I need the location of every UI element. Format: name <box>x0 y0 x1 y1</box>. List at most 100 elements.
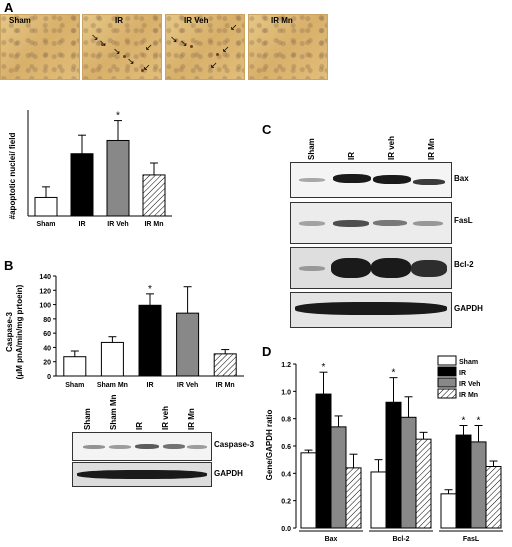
bar <box>176 312 200 377</box>
blot-band <box>295 302 447 315</box>
y-tick-label: 120 <box>39 288 51 295</box>
y-tick-label: 140 <box>39 274 51 281</box>
arrow-icon: ↙ <box>145 42 153 52</box>
blot-band <box>333 220 369 227</box>
y-tick-label: 0.6 <box>281 444 291 451</box>
blot-lane-label: IR veh <box>161 405 170 430</box>
y-tick-label: 1.2 <box>281 362 291 369</box>
x-tick-label: Bcl-2 <box>392 536 409 543</box>
arrow-icon: ↘ <box>127 56 135 66</box>
blot-band <box>83 445 105 449</box>
x-tick-label: FasL <box>463 536 480 543</box>
blot-lane-label: Sham <box>307 138 316 160</box>
blot-lane-label: Sham Mn <box>109 394 118 430</box>
blot-band <box>299 178 325 182</box>
blot-band <box>333 174 371 183</box>
micrograph-label: IR <box>115 16 123 25</box>
blot-band <box>187 445 207 449</box>
bar <box>415 438 432 529</box>
blot-c-row-label: Bcl-2 <box>454 260 474 269</box>
arrow-icon: ↙ <box>210 60 218 70</box>
arrow-icon: ↘ <box>170 34 178 44</box>
arrow-icon: ↙ <box>143 62 151 72</box>
micrograph-label: IR Mn <box>271 16 293 25</box>
x-tick-label: Sham <box>36 221 55 228</box>
panel-c-letter: C <box>262 122 272 137</box>
bar <box>440 493 457 529</box>
bar <box>345 467 362 529</box>
chart-a-ylabel: #apoptotic nuclei/ field <box>8 133 17 220</box>
micrograph-ir: IR ↘ ↘ ↘ ↙ ↘ ↙ <box>82 14 162 80</box>
legend-label: IR Veh <box>459 381 480 388</box>
bar <box>34 196 58 217</box>
chart-b-ylabel-units: (μM pnA/min/mg prtoein) <box>15 284 24 379</box>
blot-c-fasl-strip <box>290 202 452 244</box>
x-tick-label: IR Veh <box>177 382 198 389</box>
bar <box>370 471 387 529</box>
x-tick-label: IR <box>79 221 86 228</box>
arrow-icon: ↘ <box>180 38 188 48</box>
bar <box>100 341 124 377</box>
blot-b-row-label: Caspase-3 <box>214 440 255 449</box>
blot-b-row-label: GAPDH <box>214 469 243 478</box>
arrow-icon: ↙ <box>222 44 230 54</box>
significance-marker: * <box>116 111 120 122</box>
blot-band <box>109 445 131 449</box>
y-tick-label: 0.0 <box>281 526 291 533</box>
legend-swatch <box>437 377 457 388</box>
legend-swatch <box>437 366 457 377</box>
blot-c-lane-labels: Sham IR IR veh IR Mn <box>300 122 450 162</box>
x-tick-label: IR Mn <box>144 221 163 228</box>
blot-lane-label: IR veh <box>387 135 396 160</box>
micrograph-sham: Sham <box>0 14 80 80</box>
blot-lane-label: Sham <box>83 408 92 430</box>
blot-c-bcl2-strip <box>290 247 452 289</box>
bar <box>63 356 87 377</box>
chart-d-gene-ratio: Gene/GAPDH ratio 0.0 0.2 0.4 0.6 0.8 1.0 1.2 * B… <box>265 355 503 543</box>
bar <box>470 441 487 529</box>
blot-c-row-label: FasL <box>454 216 473 225</box>
blot-b-caspase-strip <box>72 432 212 461</box>
nucleus-dot <box>123 55 126 58</box>
blot-band <box>77 470 207 479</box>
micrograph-label: IR Veh <box>184 16 209 25</box>
blot-lane-label: IR Mn <box>427 138 436 160</box>
blot-band <box>413 179 445 185</box>
chart-b-caspase: Caspase-3 (μM pnA/min/mg prtoein) 0 20 40 6… <box>5 274 244 389</box>
blot-c-row-label: GAPDH <box>454 304 483 313</box>
blot-band <box>411 260 447 277</box>
blot-c-row-label: Bax <box>454 174 469 183</box>
nucleus-dot <box>216 53 219 56</box>
x-tick-label: Sham Mn <box>97 382 128 389</box>
legend-label: Sham <box>459 359 478 366</box>
bar <box>385 401 402 529</box>
blot-band <box>299 266 325 271</box>
blot-band <box>371 258 411 278</box>
blot-band <box>413 221 443 226</box>
y-tick-label: 0.8 <box>281 417 291 424</box>
bar <box>485 466 502 529</box>
y-tick-label: 40 <box>43 345 51 352</box>
nucleus-dot <box>101 43 104 46</box>
blot-c-gapdh-strip <box>290 292 452 328</box>
legend-swatch <box>437 355 457 366</box>
significance-marker: * <box>477 416 481 427</box>
y-tick-label: 0.4 <box>281 471 291 478</box>
micrograph-ir-veh: IR Veh ↘ ↘ ↙ ↙ ↙ <box>165 14 245 80</box>
x-tick-label: IR Mn <box>216 382 235 389</box>
significance-marker: * <box>392 368 396 379</box>
bar <box>400 416 417 529</box>
y-tick-label: 80 <box>43 317 51 324</box>
x-tick-label: Sham <box>65 382 84 389</box>
y-tick-label: 1.0 <box>281 389 291 396</box>
bar <box>70 153 94 217</box>
panel-d-letter: D <box>262 344 272 359</box>
x-tick-label: IR <box>147 382 154 389</box>
panel-b-letter: B <box>4 258 14 273</box>
panel-a-letter: A <box>4 0 14 15</box>
significance-marker: * <box>462 416 466 427</box>
blot-c-bax-strip <box>290 162 452 198</box>
y-tick-label: 0.2 <box>281 499 291 506</box>
nucleus-dot <box>141 69 144 72</box>
arrow-icon: ↘ <box>91 32 99 42</box>
